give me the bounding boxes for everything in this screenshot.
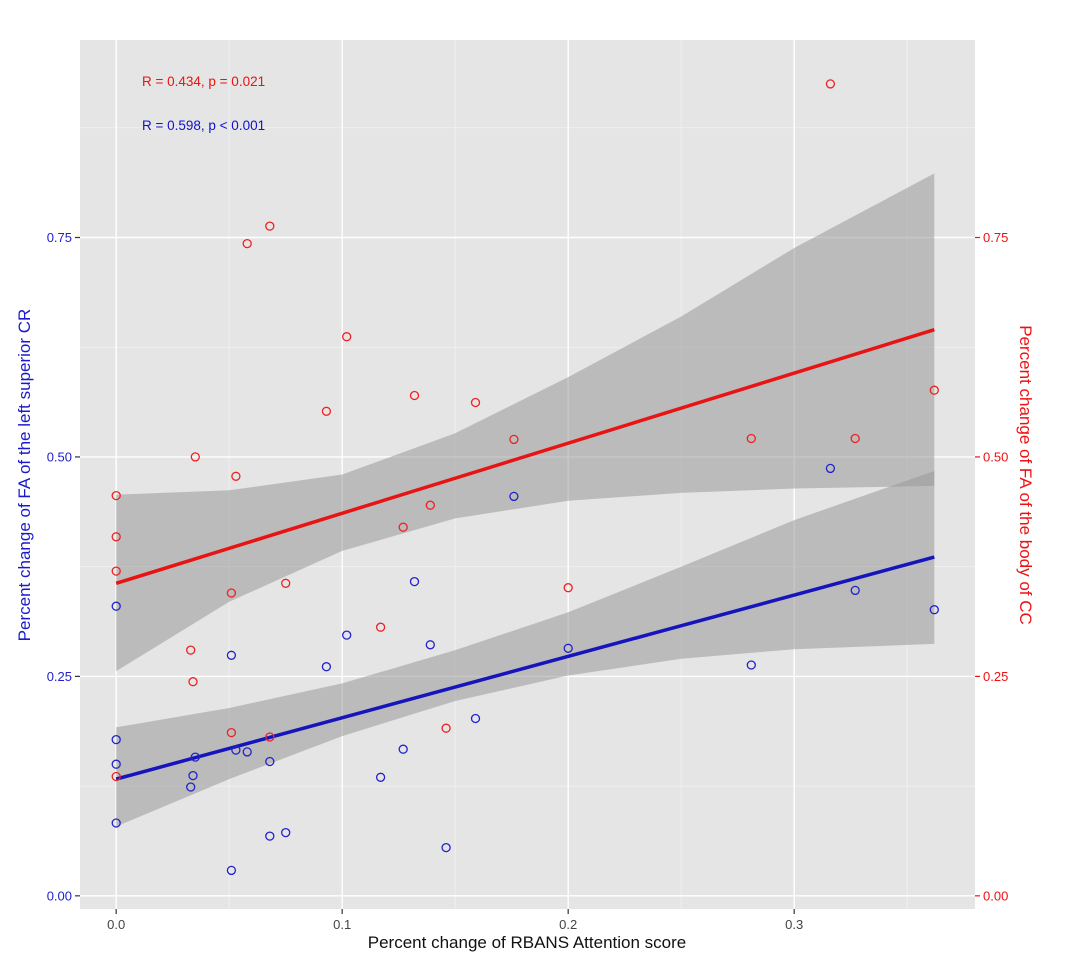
data-point-0 [111,759,121,769]
data-point-1 [470,397,481,408]
data-point-0 [190,752,200,762]
y-tick-label-left: 0.50 [47,449,72,464]
data-point-1 [375,622,386,632]
data-point-0 [188,770,198,781]
data-point-1 [441,723,451,733]
data-point-0 [226,650,237,660]
annotation-blue: R = 0.598, p < 0.001 [142,118,265,133]
data-point-1 [226,727,237,738]
data-point-0 [409,576,420,587]
data-point-0 [746,660,756,670]
data-point-0 [563,643,573,653]
data-point-1 [281,578,291,588]
data-point-1 [265,221,275,231]
data-point-0 [375,772,386,782]
data-point-0 [342,630,352,640]
y-tick-label-left: 0.00 [47,888,72,903]
annotation-red: R = 0.434, p = 0.021 [142,74,265,89]
fit-line-0 [115,555,935,781]
data-point-1 [111,490,121,501]
data-point-1 [186,645,196,655]
y-tick-label-right: 0.25 [983,669,1008,684]
data-point-0 [265,756,275,767]
y-axis-title-right: Percent change of FA of the body of CC [1016,325,1035,625]
data-point-0 [850,585,860,596]
data-point-1 [509,434,519,445]
data-point-1 [398,522,408,532]
data-point-1 [321,406,332,416]
data-point-0 [111,734,121,745]
y-axis-title-left: Percent change of FA of the left superio… [15,309,34,642]
data-point-1 [425,500,435,510]
data-point-0 [825,463,836,474]
data-point-1 [825,79,836,89]
data-point-1 [409,390,420,401]
data-point-1 [188,677,198,687]
y-tick-label-right: 0.50 [983,449,1008,464]
data-point-0 [929,605,939,615]
y-tick-label-left: 0.75 [47,230,72,245]
data-point-0 [281,827,291,838]
x-tick-label: 0.0 [107,917,125,932]
data-point-1 [265,732,275,742]
fit-line-1 [115,327,935,586]
fit-lines [115,327,935,781]
ci-band-0 [116,471,935,827]
ci-band-1 [116,173,935,672]
data-point-1 [226,588,237,598]
y-tick-label-left: 0.25 [47,669,72,684]
data-point-0 [265,831,275,841]
data-point-1 [231,471,241,481]
data-point-0 [509,491,519,502]
data-point-0 [186,782,196,792]
data-point-1 [746,433,756,444]
x-tick-label: 0.3 [785,917,803,932]
axes: 0.0 0.1 0.2 0.3 0.00 0.00 0.25 0.25 0.50 0.50 0.75… [47,230,1009,932]
data-point-1 [111,771,121,782]
data-point-1 [190,452,200,462]
data-point-1 [563,583,573,593]
data-point-1 [242,238,252,249]
data-point-1 [850,433,860,444]
data-point-0 [470,713,481,724]
x-axis-title: Percent change of RBANS Attention score [368,933,686,952]
data-point-1 [929,385,939,395]
data-point-0 [441,842,451,853]
data-points [111,79,939,876]
data-point-0 [242,747,252,757]
y-tick-label-right: 0.00 [983,888,1008,903]
data-point-0 [231,745,241,755]
x-tick-label: 0.2 [559,917,577,932]
data-point-0 [398,744,408,754]
x-tick-label: 0.1 [333,917,351,932]
confidence-bands [116,173,935,827]
y-tick-label-right: 0.75 [983,230,1008,245]
data-point-0 [425,640,435,650]
data-point-0 [321,662,332,672]
data-point-0 [111,818,121,828]
data-point-0 [111,601,121,611]
data-point-0 [226,865,237,876]
data-point-1 [111,566,121,576]
data-point-1 [342,332,352,342]
data-point-1 [111,532,121,542]
